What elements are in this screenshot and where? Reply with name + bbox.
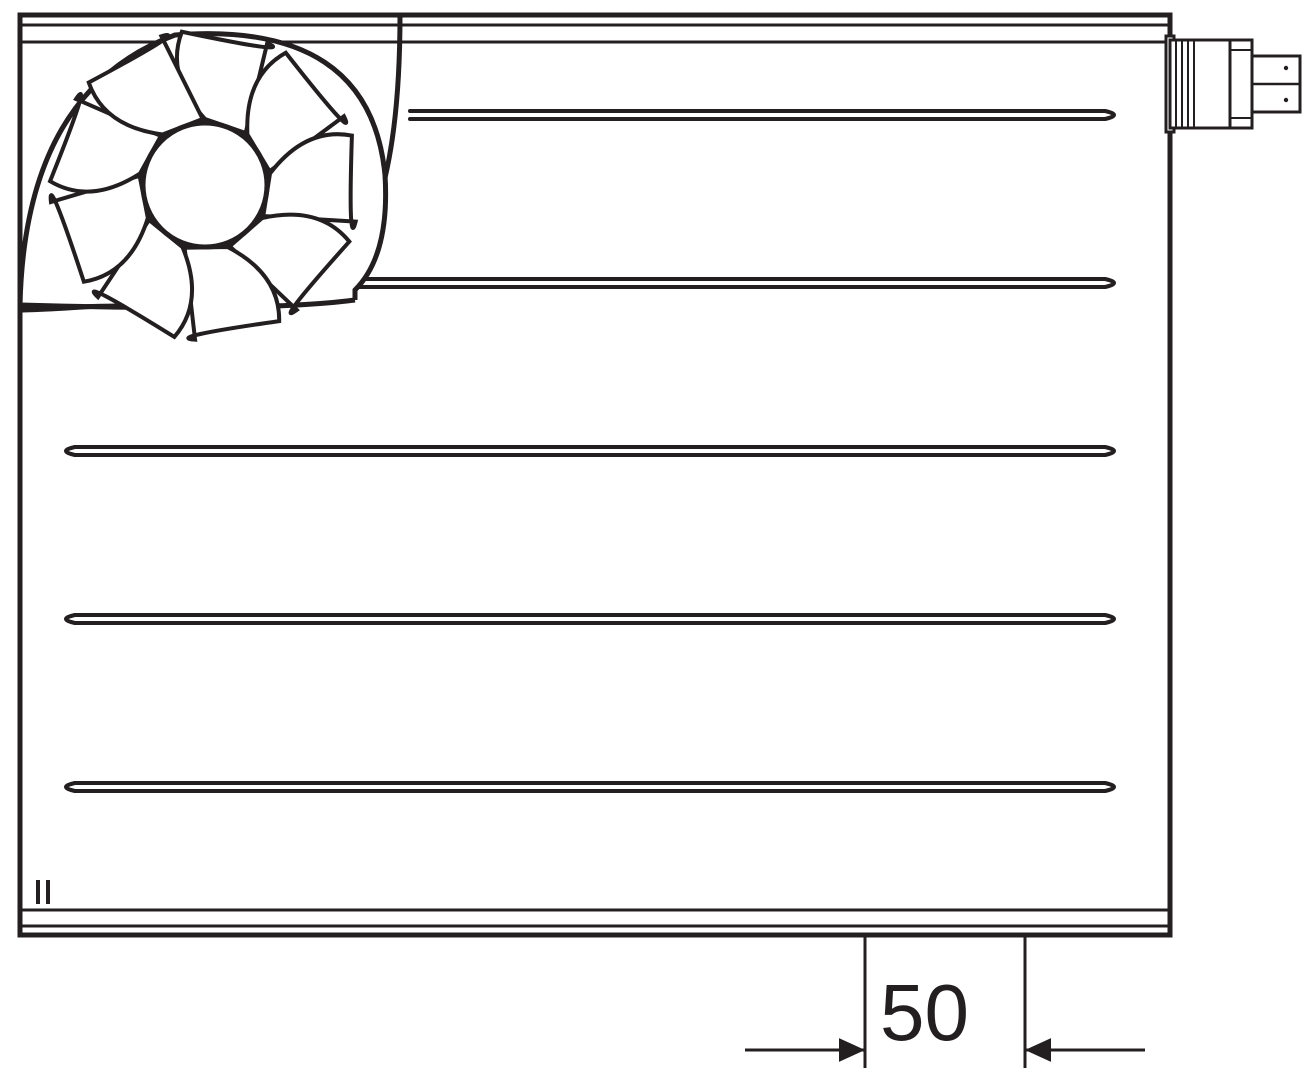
valve-dot xyxy=(1284,98,1288,102)
valve-body xyxy=(1170,40,1230,128)
dim-arrow xyxy=(839,1038,865,1062)
valve-dot xyxy=(1284,66,1288,70)
technical-drawing: 50 xyxy=(0,0,1311,1080)
valve-nut xyxy=(1230,40,1252,128)
dimension-value: 50 xyxy=(880,968,969,1057)
fan-hub xyxy=(143,123,267,247)
dim-arrow xyxy=(1025,1038,1051,1062)
thermostat-valve xyxy=(1166,36,1300,132)
